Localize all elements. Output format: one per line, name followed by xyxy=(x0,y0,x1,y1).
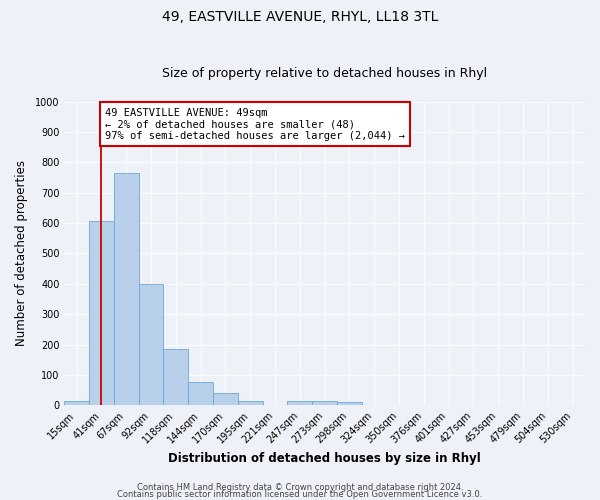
Bar xyxy=(188,382,213,406)
X-axis label: Distribution of detached houses by size in Rhyl: Distribution of detached houses by size … xyxy=(168,452,481,465)
Y-axis label: Number of detached properties: Number of detached properties xyxy=(15,160,28,346)
Text: Contains HM Land Registry data © Crown copyright and database right 2024.: Contains HM Land Registry data © Crown c… xyxy=(137,484,463,492)
Bar xyxy=(89,222,114,406)
Bar xyxy=(213,393,238,406)
Bar xyxy=(64,400,89,406)
Bar xyxy=(114,173,139,406)
Bar xyxy=(139,284,163,406)
Bar xyxy=(312,402,337,406)
Bar xyxy=(163,349,188,406)
Bar xyxy=(238,400,263,406)
Text: Contains public sector information licensed under the Open Government Licence v3: Contains public sector information licen… xyxy=(118,490,482,499)
Title: Size of property relative to detached houses in Rhyl: Size of property relative to detached ho… xyxy=(162,66,487,80)
Text: 49, EASTVILLE AVENUE, RHYL, LL18 3TL: 49, EASTVILLE AVENUE, RHYL, LL18 3TL xyxy=(162,10,438,24)
Bar xyxy=(287,402,312,406)
Bar xyxy=(337,402,362,406)
Text: 49 EASTVILLE AVENUE: 49sqm
← 2% of detached houses are smaller (48)
97% of semi-: 49 EASTVILLE AVENUE: 49sqm ← 2% of detac… xyxy=(105,108,405,141)
